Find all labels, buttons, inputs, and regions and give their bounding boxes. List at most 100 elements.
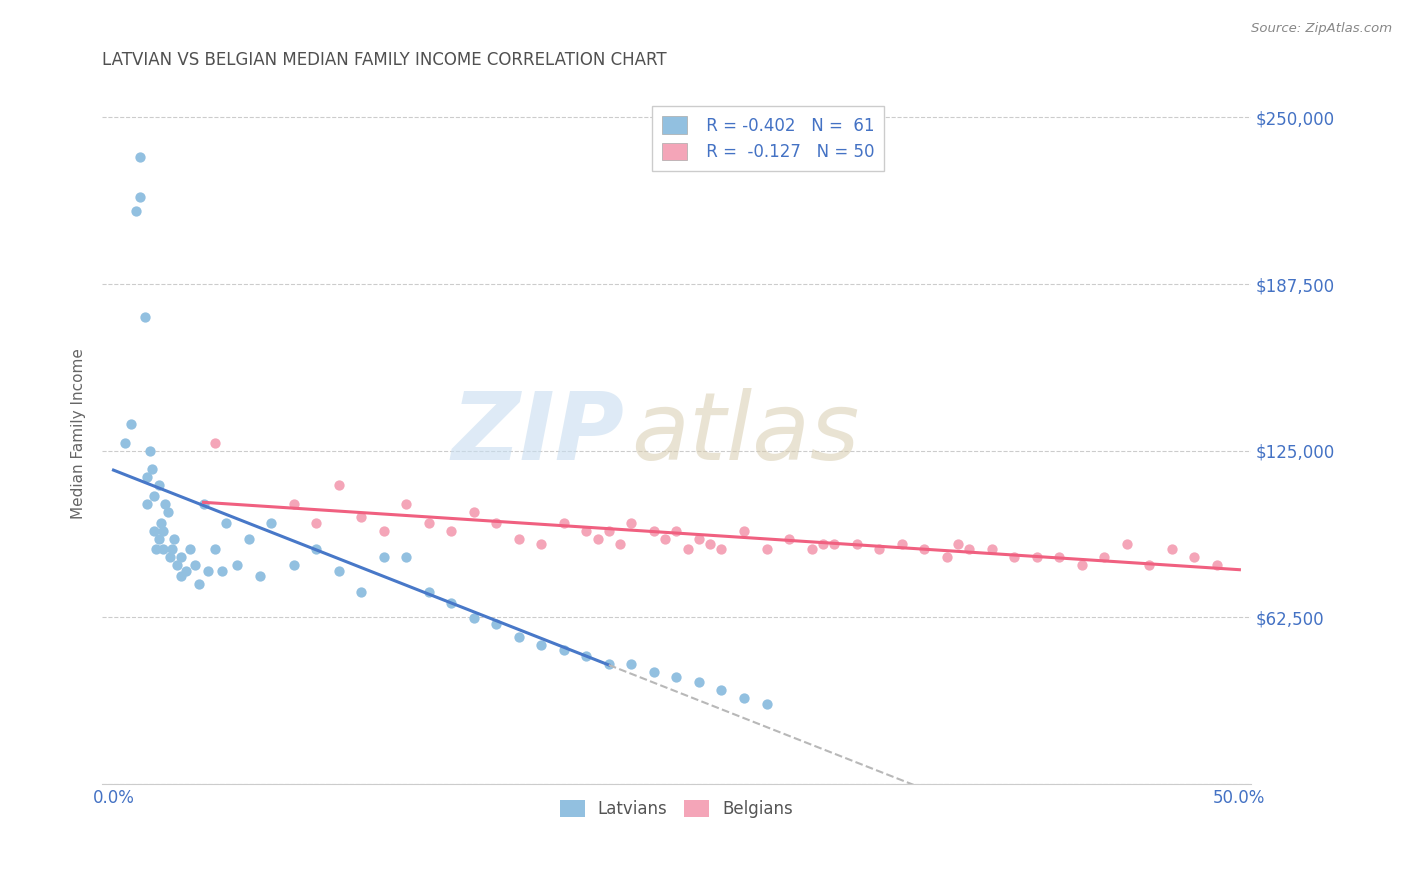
Point [163,532,186,546]
Point [530,537,553,551]
Point [170,569,193,583]
Point [598,524,620,538]
Point [395,497,418,511]
Point [755,542,778,557]
Point [575,524,598,538]
Point [485,616,508,631]
Text: Source: ZipAtlas.com: Source: ZipAtlas.com [1251,22,1392,36]
Point [152,524,174,538]
Point [121,417,143,431]
Point [155,497,177,511]
Point [129,150,152,164]
Point [1002,550,1025,565]
Point [260,516,283,530]
Point [755,697,778,711]
Point [1160,542,1182,557]
Point [418,516,440,530]
Point [395,550,418,565]
Point [170,550,193,565]
Point [957,542,980,557]
Point [710,542,733,557]
Point [215,516,238,530]
Point [946,537,969,551]
Point [418,584,440,599]
Point [609,537,631,551]
Point [643,524,665,538]
Point [197,564,219,578]
Point [575,648,598,663]
Text: ZIP: ZIP [451,388,624,480]
Point [283,497,305,511]
Point [179,542,201,557]
Point [328,564,350,578]
Point [373,524,395,538]
Point [156,505,179,519]
Point [136,470,159,484]
Point [890,537,912,551]
Point [143,524,166,538]
Point [1025,550,1047,565]
Point [643,665,665,679]
Point [204,542,226,557]
Point [823,537,845,551]
Point [912,542,935,557]
Text: atlas: atlas [631,388,859,479]
Point [1047,550,1070,565]
Point [148,478,170,492]
Point [463,505,485,519]
Point [226,558,249,573]
Point [305,542,328,557]
Point [676,542,699,557]
Point [553,516,575,530]
Point [1115,537,1137,551]
Legend: Latvians, Belgians: Latvians, Belgians [553,793,800,824]
Point [778,532,800,546]
Point [598,657,620,671]
Point [125,203,148,218]
Point [620,657,643,671]
Point [553,643,575,657]
Point [143,489,166,503]
Point [138,443,160,458]
Point [141,462,163,476]
Point [283,558,305,573]
Point [811,537,834,551]
Point [328,478,350,492]
Point [440,595,463,609]
Point [129,190,152,204]
Point [1092,550,1115,565]
Point [174,564,197,578]
Point [654,532,676,546]
Point [688,532,710,546]
Point [249,569,271,583]
Point [935,550,957,565]
Point [710,683,733,698]
Point [1205,558,1227,573]
Point [350,584,373,599]
Point [1137,558,1160,573]
Point [586,532,609,546]
Point [485,516,508,530]
Point [159,550,181,565]
Point [530,638,553,652]
Point [148,532,170,546]
Point [166,558,188,573]
Point [238,532,260,546]
Point [699,537,721,551]
Point [620,516,643,530]
Point [508,630,530,644]
Point [204,435,226,450]
Point [980,542,1002,557]
Point [149,516,172,530]
Point [134,310,156,325]
Text: LATVIAN VS BELGIAN MEDIAN FAMILY INCOME CORRELATION CHART: LATVIAN VS BELGIAN MEDIAN FAMILY INCOME … [103,51,666,69]
Point [800,542,823,557]
Point [733,524,755,538]
Point [350,510,373,524]
Point [114,435,136,450]
Point [440,524,463,538]
Point [508,532,530,546]
Point [665,670,688,684]
Point [305,516,328,530]
Point [845,537,868,551]
